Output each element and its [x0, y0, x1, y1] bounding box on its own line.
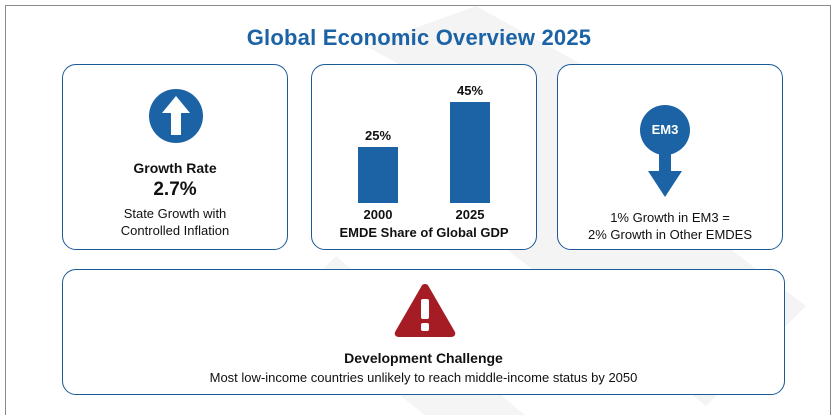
bar-2000: [358, 146, 398, 203]
warning-triangle-icon: [394, 284, 456, 337]
bar-2025: [450, 102, 490, 203]
emde-chart-caption: EMDE Share of Global GDP: [339, 225, 509, 240]
development-challenge-card: Development Challenge Most low-income co…: [62, 269, 785, 395]
em3-badge: EM3: [640, 105, 690, 155]
growth-rate-desc-line2: Controlled Inflation: [120, 223, 230, 238]
emde-share-card: 25% 2000 45% 2025 EMDE Share of Global GDP: [311, 64, 537, 250]
growth-rate-desc-line1: State Growth with: [123, 206, 227, 221]
em3-desc-line2: 2% Growth in Other EMDES: [588, 227, 752, 242]
bar-value-label: 45%: [456, 83, 484, 98]
growth-rate-card: Growth Rate 2.7% State Growth with Contr…: [62, 64, 288, 250]
x-tick-label: 2000: [363, 207, 393, 222]
infographic-frame: Global Economic Overview 2025 Growth Rat…: [5, 5, 831, 415]
down-arrow-icon: [648, 149, 682, 197]
up-arrow-icon: [149, 89, 203, 143]
development-text: Most low-income countries unlikely to re…: [209, 370, 638, 385]
growth-rate-heading: Growth Rate: [133, 160, 217, 176]
development-heading: Development Challenge: [344, 350, 503, 366]
em3-card: EM3 1% Growth in EM3 = 2% Growth in Othe…: [557, 64, 783, 250]
bar-value-label: 25%: [364, 127, 392, 143]
x-tick-label: 2025: [455, 207, 485, 222]
growth-rate-value: 2.7%: [153, 179, 197, 200]
page-title: Global Economic Overview 2025: [246, 25, 592, 50]
em3-desc-line1: 1% Growth in EM3 =: [610, 210, 730, 225]
